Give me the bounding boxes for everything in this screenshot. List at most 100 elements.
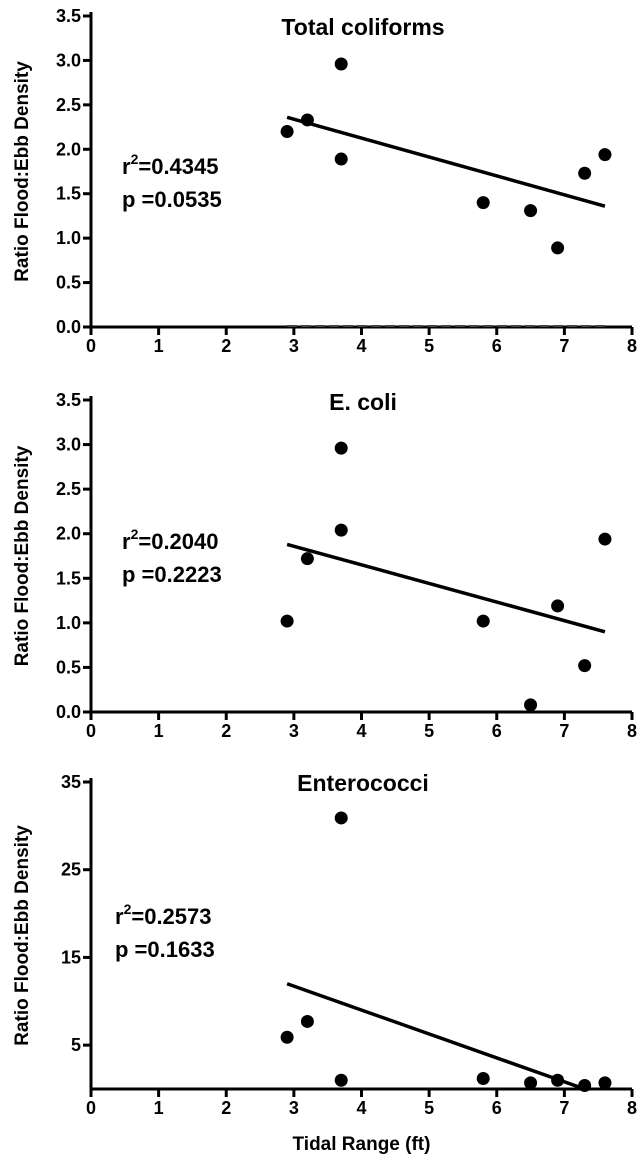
x-tick-label: 6 [492,336,502,356]
data-point [598,1076,612,1090]
x-tick-label: 4 [356,721,366,741]
y-tick-label: 1.5 [56,184,81,204]
x-tick-label: 1 [154,336,164,356]
data-point [300,1014,314,1028]
x-tick-label: 3 [289,1098,299,1118]
x-tick-label: 0 [86,1098,96,1118]
chart-panel-1: 0 1 2 3 4 5 6 7 8 0.0 0.5 1.0 1.5 2.0 2.5 3.0 3.5 Ratio F… [12,6,637,356]
x-tick-label: 5 [424,721,434,741]
data-point [476,196,490,210]
x-tick-label: 8 [627,336,637,356]
y-tick-label: 1.0 [56,228,81,248]
y-tick-label: 25 [61,860,81,880]
data-point [476,1071,490,1085]
x-tick-label: 1 [154,721,164,741]
x-tick-label: 3 [289,721,299,741]
regression-line [286,542,606,634]
y-tick-label: 2.5 [56,95,81,115]
data-point [300,552,314,566]
data-point [334,1073,348,1087]
x-tick-label: 4 [356,1098,366,1118]
r-symbol: r [122,529,131,554]
y-axis-label: Ratio Flood:Ebb Density [12,445,33,666]
data-point [334,523,348,537]
data-point [524,204,538,218]
r-squared-value: =0.4345 [138,154,218,179]
r-squared-superscript: 2 [131,526,139,542]
r-squared-value: =0.2040 [138,529,218,554]
x-tick-label: 6 [492,721,502,741]
data-point [551,1073,565,1087]
y-tick-label: 2.0 [56,524,81,544]
x-tick-label: 1 [154,1098,164,1118]
r-squared-superscript: 2 [124,901,132,917]
y-tick-label: 35 [61,772,81,792]
data-point [280,125,294,139]
p-value-label: p =0.1633 [115,937,215,962]
chart-panel-2: 0 1 2 3 4 5 6 7 8 0.0 0.5 1.0 1.5 2.0 2.5 3.0 3.5 Ratio F… [12,389,637,741]
y-tick-label: 1.0 [56,613,81,633]
y-tick-label: 3.5 [56,6,81,26]
y-tick-label: 2.5 [56,479,81,499]
data-point [334,152,348,166]
y-tick-label: 0.5 [56,273,81,293]
x-tick-label: 6 [492,1098,502,1118]
data-point [334,441,348,455]
y-tick-label: 3.0 [56,435,81,455]
y-tick-label: 15 [61,947,81,967]
x-tick-label: 5 [424,336,434,356]
data-point [598,532,612,546]
r-squared-label: r2=0.2573 [115,901,212,929]
x-tick-label: 3 [289,336,299,356]
r-symbol: r [122,154,131,179]
x-tick-label: 2 [221,1098,231,1118]
r-squared-label: r2=0.2040 [122,526,219,554]
x-tick-label: 0 [86,336,96,356]
r-squared-value: =0.2573 [131,904,211,929]
regression-line [286,982,586,1091]
y-axis-label: Ratio Flood:Ebb Density [12,61,33,282]
regression-line [286,115,606,208]
p-value-label: p =0.2223 [122,562,222,587]
data-point [280,1030,294,1044]
panel-title: Total coliforms [281,14,444,40]
x-tick-label: 8 [627,1098,637,1118]
data-point [300,113,314,127]
data-point [578,1078,592,1092]
y-tick-label: 0.5 [56,657,81,677]
data-point [334,811,348,825]
data-point [280,614,294,628]
data-point [524,1076,538,1090]
y-tick-label: 5 [71,1035,81,1055]
y-tick-label: 3.0 [56,50,81,70]
r-squared-superscript: 2 [131,151,139,167]
x-tick-label: 7 [559,721,569,741]
panel-title: Enterococci [297,770,429,796]
chart-panel-3: 0 1 2 3 4 5 6 7 8 5 15 25 35 Ratio Flood:Ebb Density T… [12,770,637,1155]
data-point [334,57,348,71]
y-tick-label: 0.0 [56,702,81,722]
y-tick-label: 1.5 [56,568,81,588]
x-axis-label: Tidal Range (ft) [293,1134,431,1155]
y-tick-label: 2.0 [56,139,81,159]
y-axis-label: Ratio Flood:Ebb Density [12,825,33,1046]
x-tick-label: 7 [559,1098,569,1118]
x-tick-label: 5 [424,1098,434,1118]
x-tick-label: 2 [221,336,231,356]
panel-title: E. coli [329,389,397,415]
r-symbol: r [115,904,124,929]
r-squared-label: r2=0.4345 [122,151,219,179]
data-point [524,698,538,712]
x-tick-label: 7 [559,336,569,356]
data-point [578,166,592,180]
x-tick-label: 2 [221,721,231,741]
y-tick-label: 0.0 [56,317,81,337]
y-tick-label: 3.5 [56,390,81,410]
data-point [551,241,565,255]
data-point [578,659,592,673]
x-tick-label: 0 [86,721,96,741]
data-point [476,614,490,628]
x-tick-label: 4 [356,336,366,356]
data-point [598,148,612,162]
p-value-label: p =0.0535 [122,187,222,212]
